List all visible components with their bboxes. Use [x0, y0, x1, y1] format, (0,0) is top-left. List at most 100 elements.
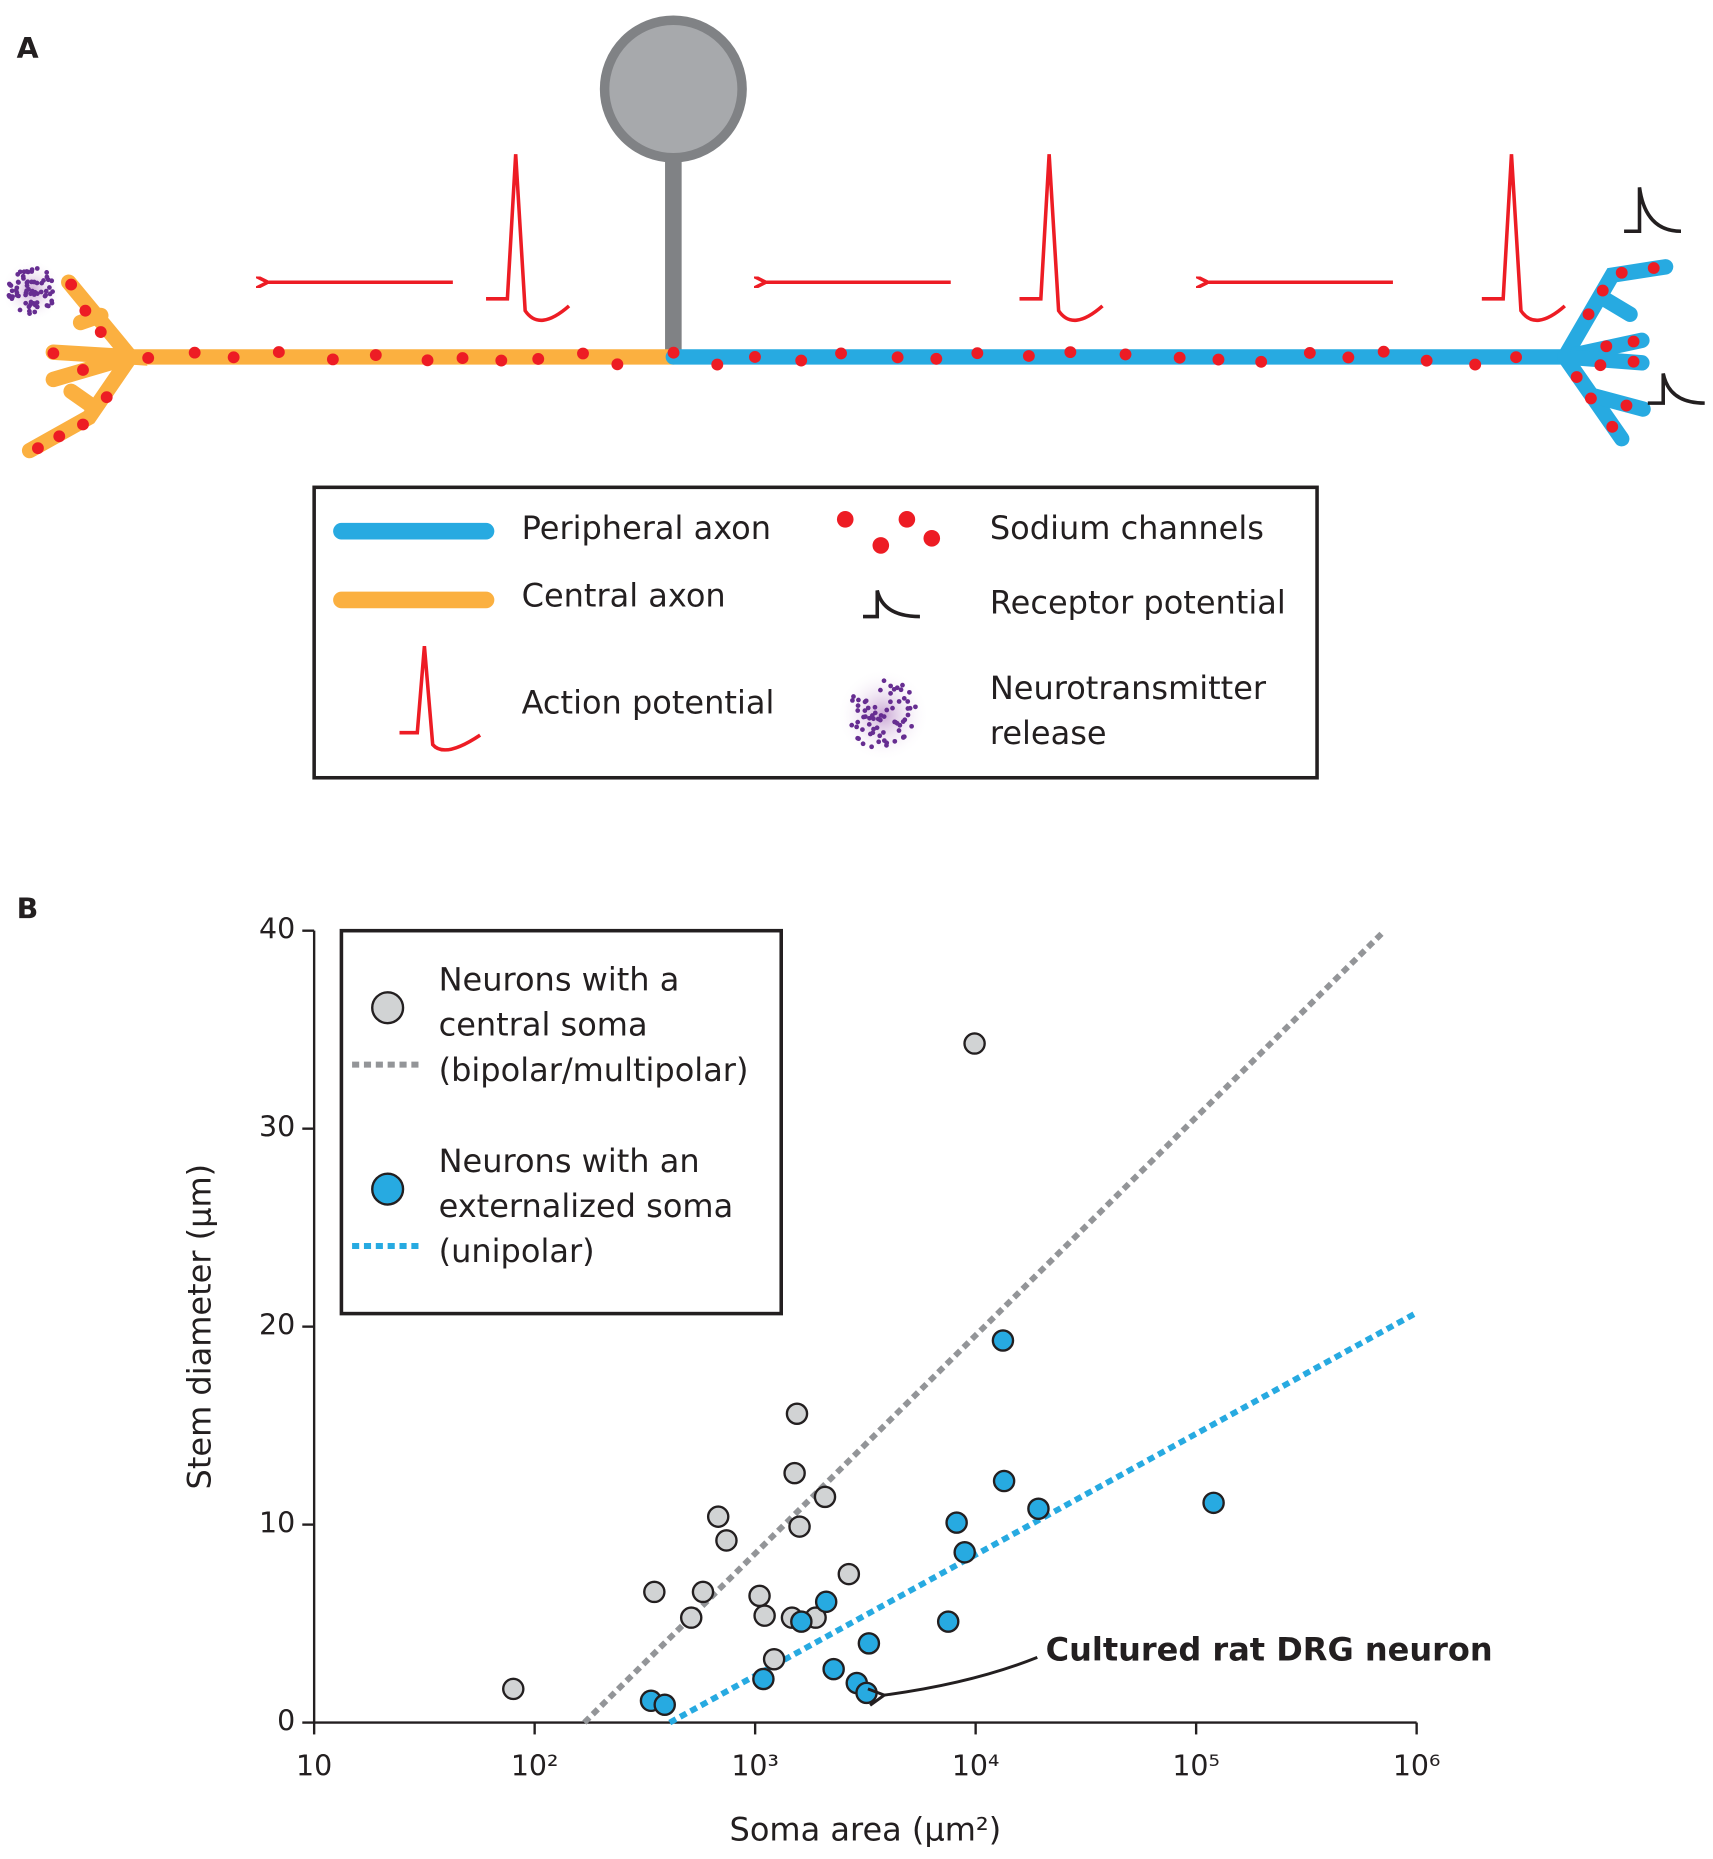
dot — [532, 353, 545, 365]
vesicle — [881, 738, 887, 743]
vesicle — [856, 736, 861, 742]
point — [762, 1647, 786, 1671]
legend-label: Neurotransmitter — [990, 669, 1267, 707]
vesicle — [25, 269, 31, 275]
vesicle — [891, 686, 897, 692]
vesicle — [28, 302, 33, 308]
vesicle — [909, 723, 914, 729]
vesicle — [888, 690, 893, 696]
vesicle — [47, 285, 52, 290]
dot — [53, 430, 66, 443]
x-axis-label: Soma area (μm²) — [730, 1811, 1002, 1849]
vesicle — [896, 728, 902, 733]
dot — [77, 418, 89, 431]
point — [855, 1681, 878, 1705]
x-tick-label: 10⁶ — [1393, 1750, 1441, 1783]
point — [752, 1667, 775, 1691]
vesicle — [872, 704, 878, 710]
vesicle — [28, 291, 33, 297]
legend-label: (unipolar) — [439, 1232, 595, 1270]
point — [788, 1515, 811, 1538]
dot — [32, 442, 44, 455]
point — [1202, 1491, 1225, 1515]
dot — [100, 391, 113, 404]
legend-label: Receptor potential — [990, 584, 1286, 622]
vesicle — [32, 309, 38, 315]
point — [991, 1329, 1015, 1352]
vesicle — [13, 287, 19, 293]
dot — [971, 347, 984, 360]
legend-swatch — [836, 511, 941, 554]
point — [837, 1562, 861, 1586]
vesicle — [23, 300, 29, 306]
dot — [1342, 351, 1355, 364]
dot — [65, 278, 78, 291]
vesicle — [877, 733, 883, 739]
vesicle — [849, 722, 855, 728]
vesicle — [884, 707, 890, 713]
point — [936, 1610, 960, 1633]
x-tick-label: 10 — [296, 1750, 332, 1783]
vesicle — [47, 291, 53, 297]
vesicle — [863, 698, 869, 704]
dot — [577, 347, 589, 360]
point — [679, 1606, 703, 1629]
point — [992, 1469, 1016, 1493]
vesicle — [860, 727, 865, 732]
vesicle — [44, 270, 50, 275]
vesicle — [860, 741, 866, 747]
dot — [1600, 340, 1613, 353]
point — [963, 1032, 986, 1055]
dot — [1173, 351, 1186, 364]
dot — [711, 358, 724, 371]
vesicle — [892, 738, 898, 744]
vesicle — [901, 696, 907, 701]
vesicle — [43, 292, 49, 298]
dot — [79, 304, 92, 317]
dot — [1064, 346, 1077, 359]
dot — [1303, 346, 1316, 359]
fit-line — [582, 928, 1387, 1725]
vesicle — [15, 279, 21, 285]
vesicle — [855, 719, 861, 725]
vesicle — [869, 744, 874, 750]
dot — [667, 346, 680, 359]
dot — [456, 352, 469, 365]
vesicle — [854, 724, 860, 730]
dot — [1377, 345, 1390, 358]
legend-label: Central axon — [522, 577, 726, 615]
y-tick-label: 40 — [259, 913, 295, 946]
point — [857, 1632, 881, 1655]
dot — [326, 353, 339, 366]
vesicle — [16, 293, 21, 299]
sodium-channels — [32, 262, 1660, 455]
vesicle — [907, 705, 913, 711]
dot — [1606, 420, 1619, 433]
vesicle — [913, 704, 918, 710]
vesicle — [898, 687, 904, 693]
vesicle — [23, 290, 29, 296]
legend-box — [339, 928, 784, 1316]
vesicle — [888, 699, 893, 705]
point — [814, 1590, 838, 1614]
vesicle — [869, 713, 875, 718]
vesicle — [21, 276, 26, 281]
point — [502, 1677, 525, 1701]
point — [785, 1402, 809, 1426]
vesicle — [34, 304, 40, 310]
y-tick-label: 30 — [259, 1111, 295, 1144]
vesicle — [45, 303, 51, 309]
dot — [142, 352, 155, 364]
dot — [835, 347, 847, 360]
legend-label: (bipolar/multipolar) — [439, 1051, 749, 1089]
vesicle — [38, 289, 44, 295]
vesicle — [44, 274, 50, 280]
x-tick-label: 10² — [511, 1750, 559, 1783]
vesicle — [892, 719, 897, 725]
vesicle — [31, 279, 37, 285]
dot — [272, 346, 285, 359]
legend-label: Action potential — [522, 683, 775, 721]
vesicle — [27, 311, 32, 316]
